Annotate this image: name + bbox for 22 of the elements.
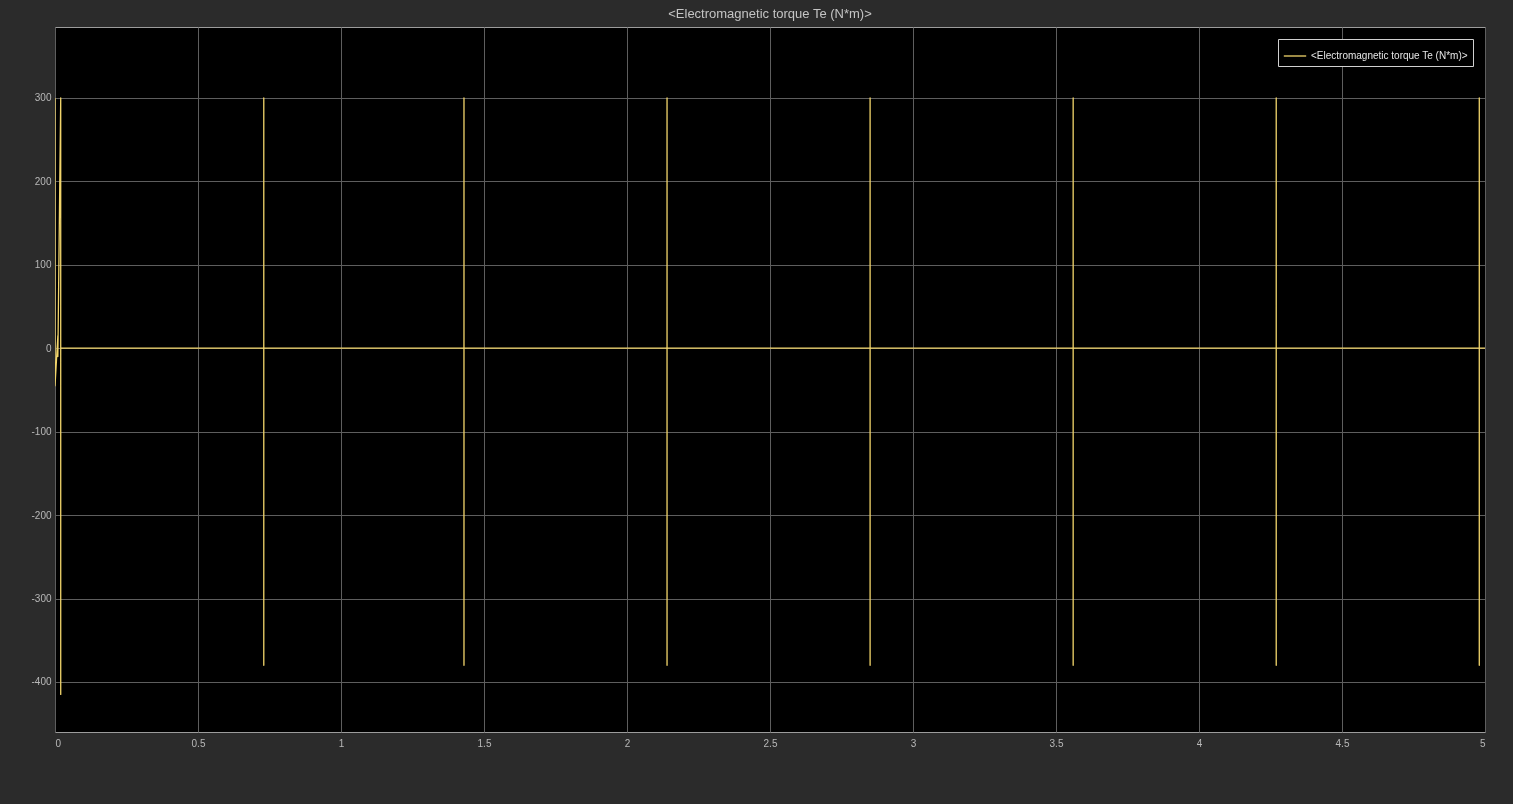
legend-label: <Electromagnetic torque Te (N*m)>: [1311, 50, 1468, 61]
x-tick-label: 5: [1479, 737, 1486, 749]
x-tick-label: 3.5: [1049, 737, 1064, 749]
y-tick-label: -100: [31, 426, 52, 438]
y-tick-label: 300: [34, 92, 52, 104]
y-tick-label: -400: [31, 676, 52, 688]
y-tick-label: 0: [45, 342, 52, 354]
x-tick-label: 0.5: [191, 737, 206, 749]
x-tick-label: 1: [338, 737, 345, 749]
x-tick-label: 4.5: [1335, 737, 1350, 749]
line-series: [55, 97, 1485, 696]
y-tick-label: -300: [31, 593, 52, 605]
y-tick-label: 100: [34, 259, 52, 271]
x-tick-label: 2: [624, 737, 631, 749]
x-tick-label: 3: [910, 737, 917, 749]
y-tick-label: -200: [31, 509, 52, 521]
x-tick-label: 4: [1196, 737, 1203, 749]
chart-title: <Electromagnetic torque Te (N*m)>: [668, 6, 872, 21]
x-tick-label: 2.5: [763, 737, 778, 749]
x-tick-label: 0: [55, 737, 62, 749]
y-tick-label: 200: [34, 175, 52, 187]
x-tick-label: 1.5: [477, 737, 492, 749]
